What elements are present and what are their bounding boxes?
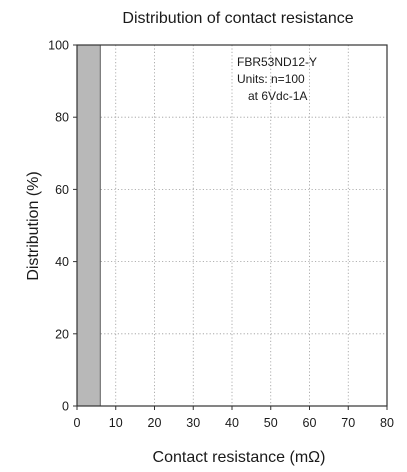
- annotation-condition: at 6Vdc-1A: [248, 89, 307, 103]
- x-tick-label-0: 0: [74, 416, 81, 430]
- annotation-box: FBR53ND12-Y Units: n=100 at 6Vdc-1A: [237, 55, 317, 103]
- x-tick-label-3: 30: [186, 416, 200, 430]
- x-tick-label-4: 40: [225, 416, 239, 430]
- chart-title: Distribution of contact resistance: [122, 10, 353, 27]
- bars: [76, 44, 101, 407]
- y-tick-label-5: 100: [48, 39, 69, 53]
- x-tick-label-5: 50: [264, 416, 278, 430]
- grid-lines: [77, 45, 387, 406]
- y-tick-label-4: 80: [55, 111, 69, 125]
- x-tick-label-7: 70: [341, 416, 355, 430]
- y-tick-label-2: 40: [55, 255, 69, 269]
- annotation-model: FBR53ND12-Y: [237, 55, 317, 69]
- x-tick-label-6: 60: [303, 416, 317, 430]
- x-tick-label-2: 20: [148, 416, 162, 430]
- y-tick-label-0: 0: [62, 400, 69, 414]
- x-axis-label: Contact resistance (mΩ): [153, 449, 326, 466]
- axis-ticks: 0 10 20 30 40 50 60 70 80 0 20 40 60 80 100: [48, 39, 394, 431]
- y-axis-label: Distribution (%): [25, 171, 42, 280]
- y-tick-label-3: 60: [55, 183, 69, 197]
- x-tick-label-8: 80: [380, 416, 394, 430]
- x-tick-label-1: 10: [109, 416, 123, 430]
- bar-0: [76, 44, 101, 407]
- annotation-units: Units: n=100: [237, 72, 305, 86]
- y-tick-label-1: 20: [55, 327, 69, 341]
